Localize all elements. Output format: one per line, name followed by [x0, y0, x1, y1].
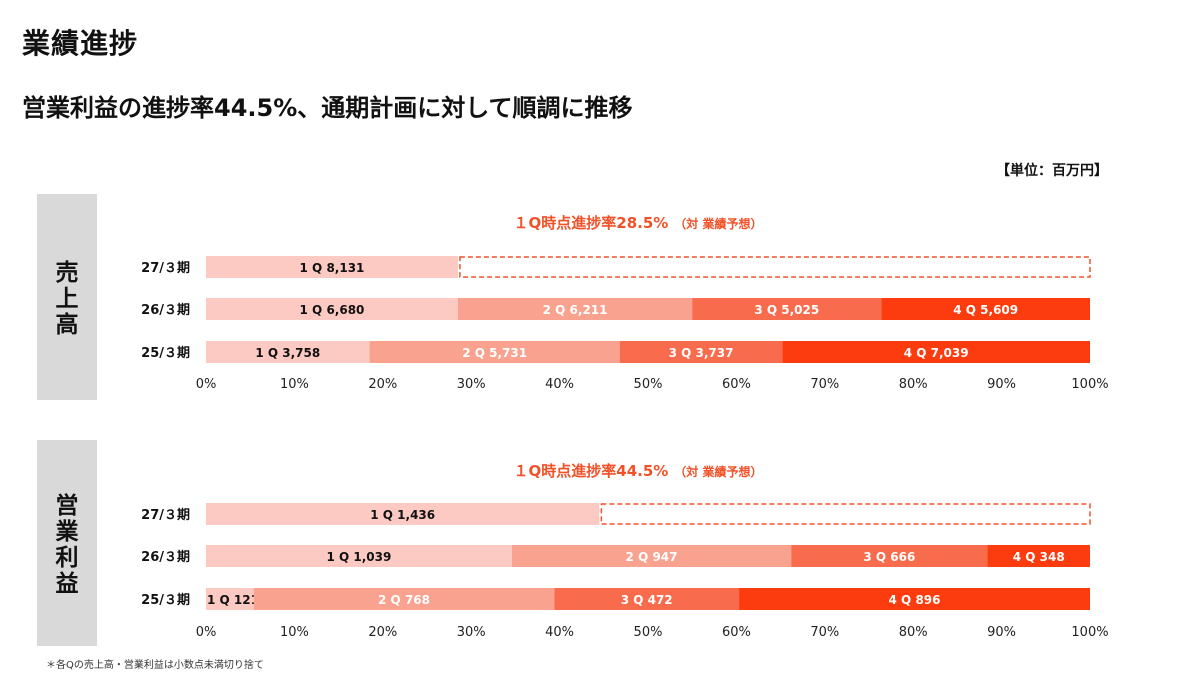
progress-note-main: １Q時点進捗率28.5%: [514, 214, 669, 232]
x-tick-label: 70%: [810, 377, 839, 392]
bar-data-label: 1 Q 121: [207, 593, 259, 607]
x-tick-label: 40%: [545, 625, 574, 640]
row-label: 26/３期: [141, 303, 190, 318]
row-label: 27/３期: [141, 261, 190, 276]
progress-note-suffix: （対 業績予想）: [674, 216, 762, 231]
x-tick-label: 100%: [1071, 377, 1108, 392]
x-tick-label: 0%: [196, 377, 217, 392]
x-tick-label: 20%: [368, 625, 397, 640]
section-label-char: 益: [56, 570, 79, 597]
section-label-char: 上: [56, 286, 79, 312]
bar-segment-q3: [554, 588, 740, 610]
x-tick-label: 50%: [634, 625, 663, 640]
bar-data-label: 2 Q 947: [626, 550, 678, 564]
x-tick-label: 20%: [368, 377, 397, 392]
bar-segment-q2: [253, 588, 555, 610]
progress-charts: 売上高 １Q時点進捗率28.5% （対 業績予想） 27/３期 1 Q 8,131 26/…: [37, 194, 1109, 646]
bar-data-label: 2 Q 5,731: [462, 346, 527, 360]
bar-segment-q3: [692, 298, 882, 320]
progress-note-suffix: （対 業績予想）: [674, 464, 762, 479]
x-tick-label: 50%: [634, 377, 663, 392]
bar-segment-q3: [791, 545, 988, 567]
bar-data-label: 1 Q 6,680: [300, 303, 365, 317]
progress-note: １Q時点進捗率44.5% （対 業績予想）: [514, 462, 763, 480]
x-tick-label: 0%: [196, 625, 217, 640]
unit-label: 【単位：百万円】: [996, 163, 1108, 179]
bar-segment-q1: [206, 341, 370, 363]
section-band-sales: [37, 194, 97, 400]
bar-data-label: 1 Q 3,758: [255, 346, 320, 360]
progress-note-main: １Q時点進捗率44.5%: [514, 462, 669, 480]
x-tick-label: 60%: [722, 625, 751, 640]
row-label: 25/３期: [141, 593, 190, 608]
x-tick-label: 100%: [1071, 625, 1108, 640]
forecast-remaining-outline: [459, 256, 1091, 278]
bar-segment-q4: [881, 298, 1090, 320]
footnote: ＊各Qの売上高・営業利益は小数点未満切り捨て: [46, 660, 264, 671]
bar-segment-q2: [511, 545, 792, 567]
section-band-operating-profit: [37, 440, 97, 646]
section-label-char: 営: [56, 492, 79, 519]
bar-data-label: 1 Q 1,436: [370, 508, 435, 522]
x-tick-label: 80%: [899, 377, 928, 392]
bar-segment-q2: [457, 298, 693, 320]
x-tick-label: 30%: [457, 625, 486, 640]
section-label-char: 利: [56, 545, 79, 571]
section-label-char: 売: [56, 260, 79, 286]
bar-data-label: 3 Q 472: [621, 593, 673, 607]
bar-segment-q4: [739, 588, 1090, 610]
bar-data-label: 4 Q 7,039: [904, 346, 969, 360]
bar-data-label: 1 Q 1,039: [326, 550, 391, 564]
x-tick-label: 10%: [280, 377, 309, 392]
bar-data-label: 4 Q 348: [1013, 550, 1065, 564]
bar-data-label: 2 Q 6,211: [543, 303, 608, 317]
x-tick-label: 40%: [545, 377, 574, 392]
bar-segment-q1: [206, 588, 254, 610]
x-tick-label: 70%: [810, 625, 839, 640]
progress-note: １Q時点進捗率28.5% （対 業績予想）: [514, 214, 763, 232]
bar-data-label: 1 Q 8,131: [300, 261, 365, 275]
x-tick-label: 90%: [987, 377, 1016, 392]
bar-data-label: 3 Q 3,737: [669, 346, 734, 360]
bar-segment-q1: [206, 545, 512, 567]
bar-segment-q2: [369, 341, 620, 363]
bar-segment-q1: [206, 503, 600, 525]
bar-data-label: 4 Q 896: [889, 593, 941, 607]
bar-data-label: 3 Q 5,025: [754, 303, 819, 317]
page-subtitle: 営業利益の進捗率44.5%、通期計画に対して順調に推移: [22, 94, 633, 122]
bar-segment-q1: [206, 256, 458, 278]
bar-data-label: 2 Q 768: [378, 593, 430, 607]
row-label: 27/３期: [141, 508, 190, 523]
x-tick-label: 60%: [722, 377, 751, 392]
section-label-char: 高: [56, 311, 79, 338]
bar-segment-q3: [619, 341, 783, 363]
bar-data-label: 4 Q 5,609: [953, 303, 1018, 317]
x-tick-label: 30%: [457, 377, 486, 392]
x-tick-label: 90%: [987, 625, 1016, 640]
row-label: 25/３期: [141, 346, 190, 361]
x-tick-label: 10%: [280, 625, 309, 640]
bar-data-label: 3 Q 666: [863, 550, 915, 564]
bar-segment-q4: [987, 545, 1090, 567]
forecast-remaining-outline: [600, 503, 1091, 525]
x-tick-label: 80%: [899, 625, 928, 640]
bar-segment-q4: [782, 341, 1090, 363]
bar-segment-q1: [206, 298, 458, 320]
page-title: 業績進捗: [22, 27, 139, 60]
section-label-char: 業: [55, 518, 80, 545]
row-label: 26/３期: [141, 550, 190, 565]
